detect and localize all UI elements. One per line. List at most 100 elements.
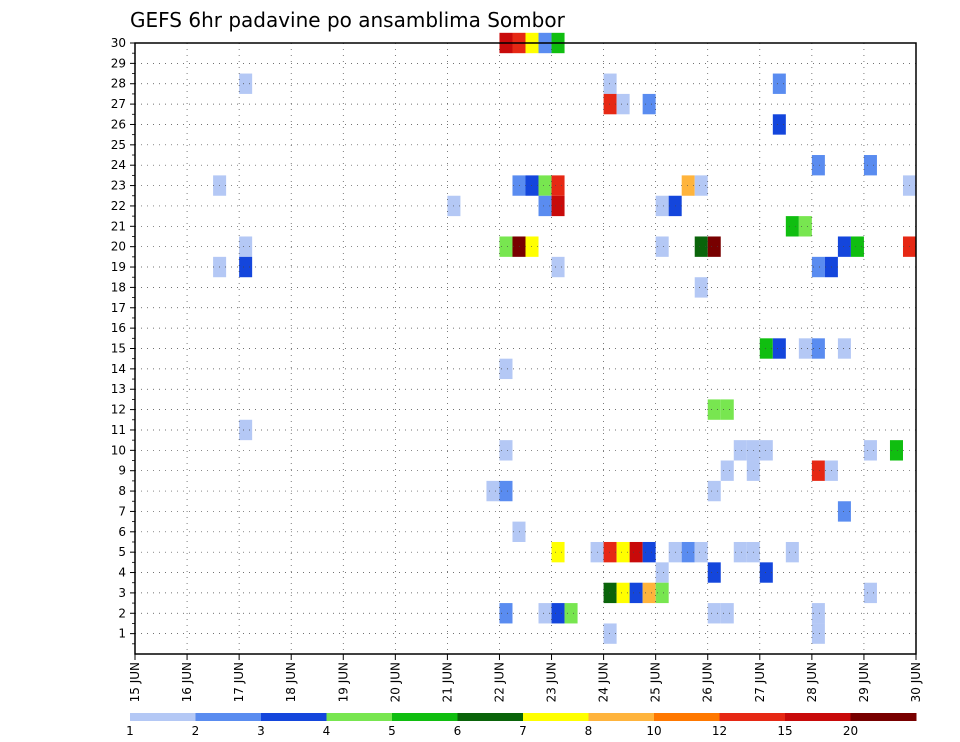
heat-cell	[759, 338, 773, 359]
heat-cell	[564, 603, 578, 624]
legend-label: 1	[126, 724, 134, 738]
x-tick-label: 18 JUN	[284, 662, 298, 702]
y-tick-label: 6	[118, 525, 126, 539]
heat-cell	[525, 175, 539, 196]
y-tick-label: 27	[111, 97, 126, 111]
heat-cell	[785, 216, 799, 237]
cells-layer	[213, 32, 916, 644]
legend-swatch	[261, 713, 327, 721]
heat-cell	[785, 541, 799, 563]
y-tick-label: 16	[111, 321, 126, 335]
heat-cell	[525, 236, 539, 257]
y-tick-label: 13	[111, 382, 126, 396]
y-tick-label: 22	[111, 199, 126, 213]
y-tick-label: 15	[111, 342, 126, 356]
heat-cell	[837, 236, 851, 257]
x-tick-label: 26 JUN	[701, 662, 715, 702]
heat-cell	[486, 480, 500, 502]
y-tick-label: 8	[118, 484, 126, 498]
legend-label: 2	[192, 724, 200, 738]
heat-cell	[681, 541, 695, 563]
x-tick-label: 15 JUN	[128, 662, 142, 702]
legend-swatch	[326, 713, 393, 721]
x-tick-label: 23 JUN	[545, 662, 559, 702]
legend-swatch	[654, 713, 720, 721]
heat-cell	[499, 236, 513, 257]
heat-cell	[499, 603, 513, 624]
y-tick-label: 21	[111, 219, 126, 233]
heat-cell	[720, 399, 734, 420]
heat-cell	[681, 175, 695, 196]
y-tick-label: 3	[118, 586, 126, 600]
heat-cell	[837, 501, 851, 522]
heat-cell	[551, 603, 565, 624]
heat-cell	[642, 582, 656, 604]
y-tick-label: 26	[111, 117, 126, 131]
y-tick-label: 12	[111, 403, 126, 417]
heat-cell	[811, 603, 825, 624]
x-axis: 15 JUN 16 JUN 17 JUN 18 JUN 19 JUN 20 JUN 21 J…	[128, 654, 923, 702]
heat-cell	[707, 399, 721, 420]
heat-cell	[512, 175, 526, 196]
x-tick-label: 24 JUN	[597, 662, 611, 702]
legend-swatch	[130, 713, 196, 721]
heat-cell	[629, 541, 643, 563]
heat-cell	[239, 73, 253, 94]
heat-cell	[759, 562, 773, 583]
legend-swatch	[850, 713, 917, 721]
x-tick-label: 27 JUN	[753, 662, 767, 702]
heat-cell	[811, 338, 825, 359]
heat-cell	[603, 582, 617, 604]
heat-cell	[642, 541, 656, 563]
legend-label: 7	[519, 724, 527, 738]
legend-label: 3	[257, 724, 265, 738]
legend-label: 15	[777, 724, 792, 738]
y-tick-label: 19	[111, 260, 126, 274]
y-tick-label: 1	[118, 627, 126, 641]
heat-cell	[239, 236, 253, 257]
legend-swatch	[392, 713, 458, 721]
heat-cell	[655, 562, 669, 583]
chart-title: GEFS 6hr padavine po ansamblima Sombor	[130, 8, 566, 32]
y-tick-label: 18	[111, 280, 126, 294]
legend-swatch	[719, 713, 786, 721]
heat-cell	[551, 541, 565, 563]
heat-cell	[551, 175, 565, 196]
y-tick-label: 2	[118, 606, 126, 620]
heat-cell	[655, 236, 669, 257]
x-tick-label: 29 JUN	[857, 662, 871, 702]
x-tick-label: 30 JUN	[909, 662, 923, 702]
heat-cell	[538, 603, 552, 624]
heat-cell	[707, 236, 721, 257]
y-tick-label: 4	[118, 566, 126, 580]
heat-cell	[512, 236, 526, 257]
y-tick-label: 24	[111, 158, 126, 172]
legend: 1 2 3 4 5 6 7 8 10 12 15 20	[126, 713, 917, 738]
legend-swatch	[195, 713, 262, 721]
legend-label: 20	[843, 724, 858, 738]
heat-cell	[239, 419, 253, 441]
heat-cell	[759, 440, 773, 461]
x-tick-label: 17 JUN	[232, 662, 246, 702]
heat-cell	[499, 358, 513, 380]
heat-cell	[850, 236, 864, 257]
heat-cell	[811, 155, 825, 176]
heat-cell	[603, 541, 617, 563]
x-tick-label: 21 JUN	[440, 662, 454, 702]
legend-label: 8	[585, 724, 593, 738]
heat-cell	[551, 195, 565, 217]
y-tick-label: 23	[111, 179, 126, 193]
y-tick-label: 14	[111, 362, 126, 376]
heat-cell	[629, 582, 643, 604]
heat-cell	[239, 256, 253, 278]
heat-cell	[811, 460, 825, 481]
heat-cell	[603, 623, 617, 644]
heat-cell	[642, 93, 656, 115]
heat-cell	[889, 440, 903, 461]
heat-cell	[798, 338, 812, 359]
legend-swatch	[785, 713, 851, 721]
heat-cell	[499, 480, 513, 502]
y-tick-label: 25	[111, 138, 126, 152]
legend-label: 10	[646, 724, 661, 738]
y-tick-label: 7	[118, 504, 126, 518]
